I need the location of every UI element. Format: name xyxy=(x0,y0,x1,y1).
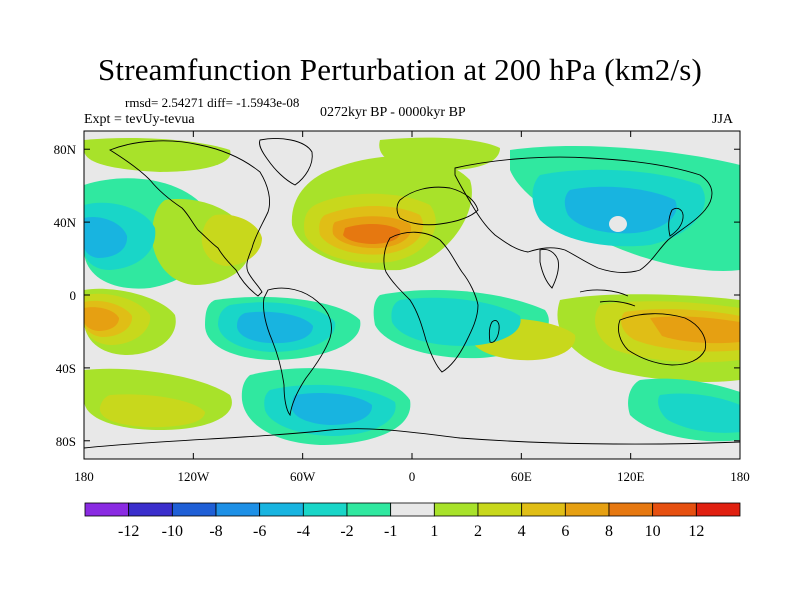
colorbar-label: -8 xyxy=(209,523,222,540)
coastline-antarctica xyxy=(84,428,740,449)
coastline-japan xyxy=(668,207,684,237)
season-label: JJA xyxy=(712,112,734,127)
lat-label: 40N xyxy=(54,215,77,230)
colorbar-swatch xyxy=(84,502,130,517)
colorbar-label: 4 xyxy=(518,523,526,540)
coastline-australia xyxy=(617,313,707,366)
colorbar-swatch xyxy=(215,502,261,517)
colorbar-label: 6 xyxy=(561,523,569,540)
contour-region xyxy=(391,297,521,346)
coastline-indonesia xyxy=(579,289,636,307)
lat-axis: 80N 40N 0 40S 80S xyxy=(54,142,740,449)
coastline-africa xyxy=(383,231,479,373)
lon-label: 60E xyxy=(511,469,532,484)
lon-label: 180 xyxy=(74,469,94,484)
lon-label: 120E xyxy=(617,469,645,484)
experiment-label: Expt = tevUy-tevua xyxy=(84,112,195,127)
colorbar-label: 1 xyxy=(430,523,438,540)
coastline-europe xyxy=(396,186,479,226)
lon-label: 0 xyxy=(409,469,416,484)
lat-label: 0 xyxy=(70,288,77,303)
contour-region xyxy=(379,137,500,171)
coastline-south-america xyxy=(263,287,332,417)
lon-label: 60W xyxy=(290,469,316,484)
contour-region xyxy=(237,311,313,344)
colorbar-swatch xyxy=(390,502,435,517)
colorbar-swatch xyxy=(128,502,173,517)
colorbar-swatch xyxy=(564,502,610,517)
contour-region xyxy=(84,307,119,331)
colorbar-swatch xyxy=(302,502,348,517)
colorbar-swatch xyxy=(652,502,697,517)
colorbar-label: 10 xyxy=(645,523,661,540)
period-label: 0272kyr BP - 0000kyr BP xyxy=(320,105,466,120)
coastline-greenland xyxy=(259,138,313,186)
contour-region xyxy=(650,316,740,344)
colorbar-swatch xyxy=(171,502,217,517)
lon-axis: 180 120W 60W 0 60E 120E 180 xyxy=(74,131,750,484)
colorbar-label: -1 xyxy=(384,523,397,540)
contour-region xyxy=(84,216,128,258)
colorbar-swatch xyxy=(608,502,654,517)
lon-label: 120W xyxy=(177,469,210,484)
colorbar-swatch xyxy=(477,502,523,517)
chart-title: Streamfunction Perturbation at 200 hPa (… xyxy=(97,52,703,87)
contour-region xyxy=(658,393,740,433)
contour-region xyxy=(99,394,205,428)
colorbar-label: -4 xyxy=(297,523,310,540)
coastline-india xyxy=(539,249,559,289)
contour-region xyxy=(292,393,373,425)
colorbar-label: 12 xyxy=(688,523,704,540)
contour-region xyxy=(564,186,677,234)
contour-field xyxy=(84,137,740,445)
colorbar: -12 -10 -8 -6 -4 -2 -1 1 2 4 6 8 10 12 xyxy=(84,502,741,540)
coastline-north-america xyxy=(109,140,271,297)
colorbar-swatch xyxy=(521,502,566,517)
colorbar-swatch xyxy=(259,502,304,517)
lat-label: 80S xyxy=(56,434,76,449)
coastlines xyxy=(84,138,740,449)
lat-label: 40S xyxy=(56,361,76,376)
lat-label: 80N xyxy=(54,142,77,157)
colorbar-label: -6 xyxy=(253,523,266,540)
colorbar-swatch xyxy=(695,502,741,517)
lon-label: 180 xyxy=(730,469,750,484)
coastline-madagascar xyxy=(488,319,500,343)
colorbar-label: -10 xyxy=(162,523,183,540)
colorbar-label: 8 xyxy=(605,523,613,540)
stats-text: rmsd= 2.54271 diff= -1.5943e-08 xyxy=(125,95,300,110)
colorbar-swatch xyxy=(346,502,392,517)
colorbar-label: -2 xyxy=(340,523,353,540)
colorbar-label: 2 xyxy=(474,523,482,540)
coastline-asia xyxy=(454,156,713,274)
contour-region xyxy=(609,216,627,232)
colorbar-label: -12 xyxy=(118,523,139,540)
contour-region xyxy=(201,214,262,266)
contour-region xyxy=(343,224,401,244)
colorbar-swatch xyxy=(433,502,479,517)
